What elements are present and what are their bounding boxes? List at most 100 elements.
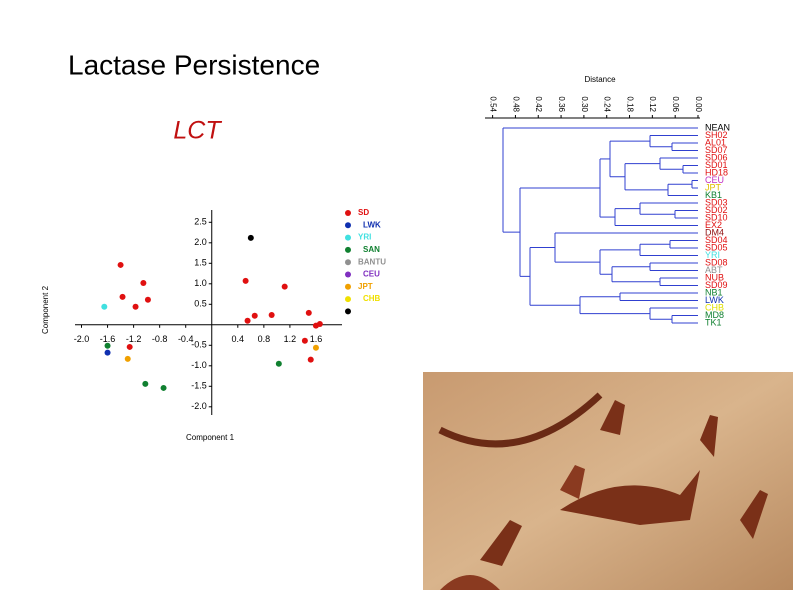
point xyxy=(140,279,147,286)
x-tick-label: -1.6 xyxy=(100,334,116,344)
dendrogram-tick-label: 0.12 xyxy=(648,96,657,112)
point xyxy=(144,296,151,303)
point xyxy=(312,344,319,351)
x-tick-label: 0.4 xyxy=(232,334,245,344)
leaf-label: SD01 xyxy=(705,160,728,170)
y-axis-label: Component 2 xyxy=(41,285,50,334)
y-tick-label: 1.0 xyxy=(194,278,207,288)
leaf-label: LWK xyxy=(705,295,724,305)
point xyxy=(251,312,258,319)
leaf-label: KB1 xyxy=(705,190,722,200)
dendrogram-tick-label: 0.06 xyxy=(671,96,680,112)
leaf-label: SD09 xyxy=(705,280,728,290)
leaf-label: SH02 xyxy=(705,130,728,140)
leaf-label: JPT xyxy=(705,182,722,192)
point xyxy=(117,261,124,268)
point xyxy=(119,293,126,300)
leaf-label: CHB xyxy=(705,302,724,312)
x-tick-label: -1.2 xyxy=(126,334,142,344)
legend-marker xyxy=(345,210,351,216)
legend-marker xyxy=(345,222,351,229)
leaf-label: EX2 xyxy=(705,220,722,230)
leaf-label: AL01 xyxy=(705,137,726,147)
point xyxy=(160,384,167,391)
legend-marker xyxy=(345,259,351,266)
rock-art-photo xyxy=(423,372,793,590)
legend-marker xyxy=(345,283,351,290)
legend-label: SAN xyxy=(363,245,380,254)
leaf-label: SD08 xyxy=(705,257,728,267)
legend-label: LWK xyxy=(363,220,381,229)
dendrogram-tick-label: 0.54 xyxy=(488,96,497,112)
dendrogram-tick-label: 0.18 xyxy=(625,96,634,112)
point xyxy=(316,320,323,327)
x-tick-label: 1.2 xyxy=(284,334,297,344)
x-tick-label: 0.8 xyxy=(258,334,271,344)
leaf-label: NUB xyxy=(705,272,724,282)
legend-label: CHB xyxy=(363,294,381,303)
legend-marker xyxy=(345,271,351,278)
dendrogram-tick-label: 0.00 xyxy=(694,96,703,112)
point xyxy=(142,380,149,387)
x-axis-label: Component 1 xyxy=(186,433,235,442)
leaf-label: ABT xyxy=(705,265,723,275)
point xyxy=(275,360,282,367)
point xyxy=(247,234,254,241)
leaf-label: NEAN xyxy=(705,122,730,132)
leaf-label: SD05 xyxy=(705,242,728,252)
x-tick-label: 1.6 xyxy=(310,334,323,344)
point xyxy=(305,309,312,316)
leaf-label: CEU xyxy=(705,175,724,185)
point xyxy=(242,277,249,284)
y-tick-label: 0.5 xyxy=(194,299,207,309)
leaf-label: MD8 xyxy=(705,310,724,320)
leaf-label: NB1 xyxy=(705,287,723,297)
leaf-label: SD02 xyxy=(705,205,728,215)
dendrogram-tick-label: 0.24 xyxy=(603,96,612,112)
y-tick-label: 2.5 xyxy=(194,217,207,227)
y-tick-label: -1.5 xyxy=(191,381,207,391)
point xyxy=(281,283,288,290)
legend-label: JPT xyxy=(358,282,373,291)
point xyxy=(126,343,133,350)
legend-label: CEU xyxy=(363,270,380,279)
legend-label: BANTU xyxy=(358,257,386,266)
point xyxy=(124,355,131,362)
x-tick-label: -0.8 xyxy=(152,334,168,344)
point xyxy=(104,342,111,349)
y-tick-label: 2.0 xyxy=(194,237,207,247)
point xyxy=(268,311,275,318)
leaf-label: HD18 xyxy=(705,167,728,177)
leaf-label: SD10 xyxy=(705,212,728,222)
point xyxy=(101,303,108,310)
legend-marker xyxy=(345,308,351,315)
legend-marker xyxy=(345,234,351,241)
point xyxy=(244,317,251,324)
dendrogram-tick-label: 0.36 xyxy=(557,96,566,112)
leaf-label: SD07 xyxy=(705,145,728,155)
y-tick-label: -1.0 xyxy=(191,360,207,370)
legend-label: YRI xyxy=(358,233,371,242)
leaf-label: SD04 xyxy=(705,235,728,245)
point xyxy=(132,303,139,310)
x-tick-label: -2.0 xyxy=(74,334,90,344)
dendrogram-tick-label: 0.30 xyxy=(580,96,589,112)
leaf-label: TK1 xyxy=(705,317,722,327)
slide-title: Lactase Persistence xyxy=(68,49,320,80)
legend-marker xyxy=(345,246,351,253)
y-tick-label: 1.5 xyxy=(194,258,207,268)
y-tick-label: -0.5 xyxy=(191,340,207,350)
leaf-label: DM4 xyxy=(705,227,724,237)
x-tick-label: -0.4 xyxy=(178,334,194,344)
y-tick-label: -2.0 xyxy=(191,401,207,411)
leaf-label: YRI xyxy=(705,250,720,260)
dendrogram-tick-label: 0.48 xyxy=(511,96,520,112)
point xyxy=(104,349,111,356)
leaf-label: SD03 xyxy=(705,197,728,207)
dendrogram-axis-label: Distance xyxy=(584,75,616,84)
leaf-label: SD06 xyxy=(705,152,728,162)
dendrogram-tick-label: 0.42 xyxy=(534,96,543,112)
point xyxy=(307,356,314,363)
legend-marker xyxy=(345,296,351,303)
